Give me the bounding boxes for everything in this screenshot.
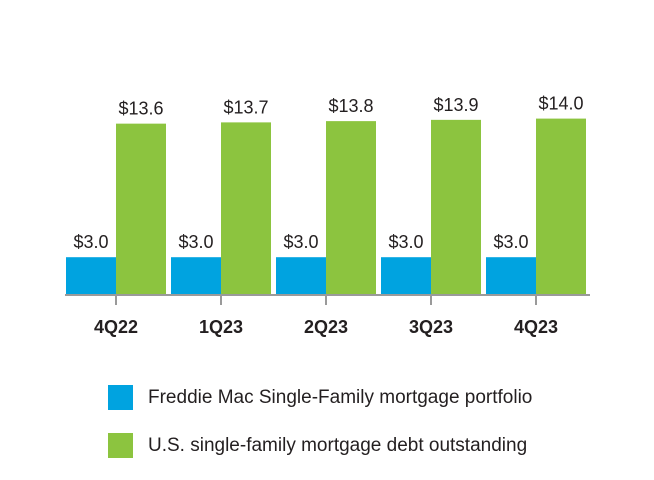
bars-group: [66, 118, 586, 296]
legend-label-debt-outstanding: U.S. single-family mortgage debt outstan…: [148, 434, 528, 456]
legend-swatch-portfolio: [108, 385, 133, 410]
data-label-debt-outstanding-3q23: $13.9: [433, 95, 478, 115]
bar-debt-outstanding-2q23: [326, 121, 376, 296]
bar-debt-outstanding-1q23: [221, 122, 271, 295]
bar-portfolio-1q23: [171, 257, 221, 295]
legend-swatch-debt-outstanding: [108, 433, 133, 458]
data-label-debt-outstanding-2q23: $13.8: [328, 96, 373, 116]
data-label-debt-outstanding-1q23: $13.7: [223, 97, 268, 117]
bar-debt-outstanding-3q23: [431, 119, 481, 295]
data-labels-group: $3.0 $13.6 $3.0 $13.7 $3.0 $13.8 $3.0 $13.9 $3.0…: [73, 94, 583, 253]
data-label-portfolio-4q23: $3.0: [493, 232, 528, 252]
bar-portfolio-2q23: [276, 257, 326, 295]
data-label-portfolio-1q23: $3.0: [178, 232, 213, 252]
bar-chart: $3.0 $13.6 $3.0 $13.7 $3.0 $13.8 $3.0 $13.9 $3.0…: [65, 94, 590, 337]
bar-portfolio-4q23: [486, 257, 536, 295]
x-tick-label-4q22: 4Q22: [94, 317, 138, 337]
data-label-debt-outstanding-4q23: $14.0: [538, 94, 583, 114]
bar-debt-outstanding-4q23: [536, 118, 586, 295]
legend-item-portfolio: Freddie Mac Single-Family mortgage portf…: [108, 384, 532, 411]
data-label-debt-outstanding-4q22: $13.6: [118, 99, 163, 119]
bar-debt-outstanding-4q22: [116, 123, 166, 295]
bar-portfolio-3q23: [381, 257, 431, 295]
legend-label-portfolio: Freddie Mac Single-Family mortgage portf…: [148, 386, 533, 408]
x-tick-label-2q23: 2Q23: [304, 317, 348, 337]
data-label-portfolio-4q22: $3.0: [73, 232, 108, 252]
legend-item-debt-outstanding: U.S. single-family mortgage debt outstan…: [108, 432, 532, 459]
data-label-portfolio-3q23: $3.0: [388, 232, 423, 252]
data-label-portfolio-2q23: $3.0: [283, 232, 318, 252]
x-tick-label-1q23: 1Q23: [199, 317, 243, 337]
bar-portfolio-4q22: [66, 257, 116, 295]
x-axis: 4Q22 1Q23 2Q23 3Q23 4Q23: [65, 294, 590, 337]
x-tick-label-4q23: 4Q23: [514, 317, 558, 337]
x-tick-label-3q23: 3Q23: [409, 317, 453, 337]
legend: Freddie Mac Single-Family mortgage portf…: [108, 384, 532, 480]
